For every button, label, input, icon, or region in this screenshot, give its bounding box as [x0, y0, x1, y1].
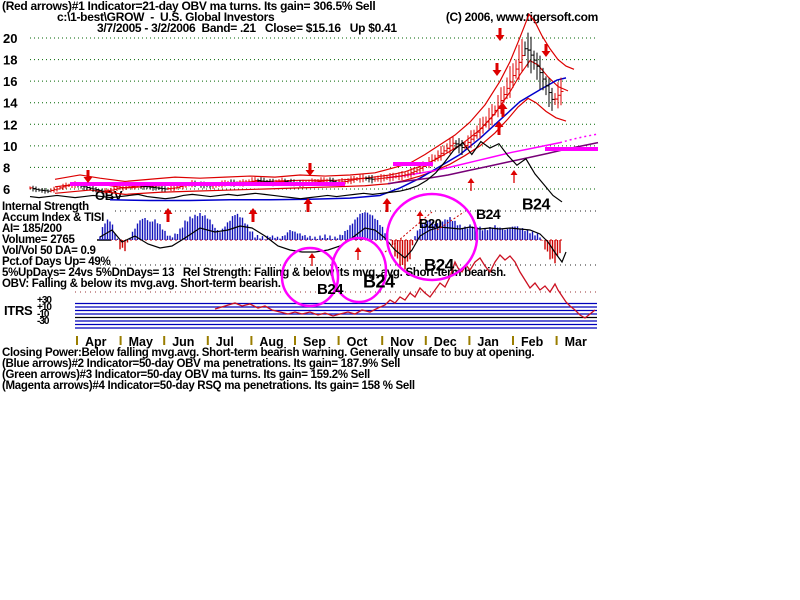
sell-arrow-icon — [495, 28, 505, 41]
stat-pct-days-up: Pct.of Days Up= 49% — [2, 256, 111, 268]
svg-text:10: 10 — [3, 139, 17, 154]
signal-label: B20 — [419, 216, 442, 231]
month-label: Dec — [434, 335, 457, 349]
signal-label: B24 — [522, 197, 550, 214]
footer-indicator4: (Magenta arrows)#4 Indicator=50-day RSQ … — [2, 380, 415, 392]
month-label: Jul — [216, 335, 234, 349]
month-label: Apr — [85, 335, 107, 349]
footer-indicator3: (Green arrows)#3 Indicator=50-day OBV ma… — [2, 369, 370, 381]
signal-ellipse — [280, 246, 340, 308]
stat-updays-relstrength: 5%UpDays= 24vs 5%DnDays= 13 Rel Strength… — [2, 267, 506, 279]
copyright: (C) 2006, www.tigersoft.com — [445, 10, 598, 24]
svg-text:14: 14 — [3, 96, 18, 111]
indicator1-title: (Red arrows)#1 Indicator=21-day OBV ma t… — [2, 0, 376, 13]
svg-text:8: 8 — [3, 160, 10, 175]
buy-arrow-icon — [498, 103, 508, 117]
buy-arrow-thin-icon — [308, 253, 316, 258]
buy-arrow-thin-icon — [354, 247, 362, 252]
buy-arrow-icon — [303, 198, 313, 212]
stat-volvol: Vol/Vol 50 DA= 0.9 — [2, 245, 96, 257]
itrs-scale: +30 +10 -10 -30 — [37, 295, 52, 327]
stat-accum-index: Accum Index & TISI — [2, 212, 104, 224]
signal-ellipse — [330, 236, 388, 304]
signal-ellipse — [385, 192, 479, 282]
month-label: Aug — [259, 335, 283, 349]
svg-text:18: 18 — [3, 53, 17, 68]
svg-text:20: 20 — [3, 31, 17, 46]
signal-label: B24 — [476, 206, 501, 222]
buy-arrow-icon — [163, 208, 173, 222]
month-label: May — [129, 335, 153, 349]
sell-arrow-icon — [541, 44, 551, 57]
footer-indicator2: (Blue arrows)#2 Indicator=50-day OBV ma … — [2, 358, 401, 370]
stat-obv-status: OBV: Falling & below its mvg.avg. Short-… — [2, 278, 281, 290]
month-label: Nov — [390, 335, 414, 349]
ticker-path: c:\1-best\GROW - U.S. Global Investors — [57, 10, 275, 24]
buy-arrow-icon — [494, 121, 504, 135]
stat-volume: Volume= 2765 — [2, 234, 75, 246]
buy-arrow-icon — [248, 208, 258, 222]
date-range-line: 3/7/2005 - 3/2/2006 Band= .21 Close= $15… — [97, 21, 397, 35]
month-label: Sep — [303, 335, 326, 349]
sell-arrow-icon — [305, 163, 315, 176]
itrs-scale-value: +30 — [37, 295, 52, 306]
signal-label: B24 — [363, 271, 395, 291]
sell-arrow-icon — [492, 63, 502, 76]
month-label: Feb — [521, 335, 544, 349]
itrs-label: ITRS — [4, 303, 33, 318]
buy-arrow-icon — [382, 198, 392, 212]
stat-internal-strength: Internal Strength — [2, 201, 89, 213]
itrs-scale-value: -10 — [37, 309, 49, 320]
sell-arrow-icon — [83, 170, 93, 183]
svg-text:16: 16 — [3, 74, 17, 89]
buy-arrow-thin-icon — [510, 170, 518, 175]
svg-text:6: 6 — [3, 182, 10, 197]
month-label: Mar — [565, 335, 587, 349]
signal-label: B24 — [317, 281, 344, 298]
footer-closing-power: Closing Power:Below falling mvg.avg. Sho… — [2, 347, 535, 359]
month-label: Jun — [172, 335, 194, 349]
month-label: Jan — [477, 335, 499, 349]
buy-arrow-thin-icon — [416, 211, 424, 216]
signal-label: B24 — [424, 255, 455, 274]
itrs-scale-value: -30 — [37, 316, 49, 327]
month-label: Oct — [347, 335, 369, 349]
stat-ai: AI= 185/200 — [2, 223, 62, 235]
svg-text:12: 12 — [3, 117, 17, 132]
buy-arrow-thin-icon — [467, 178, 475, 183]
itrs-scale-value: +10 — [37, 302, 52, 313]
